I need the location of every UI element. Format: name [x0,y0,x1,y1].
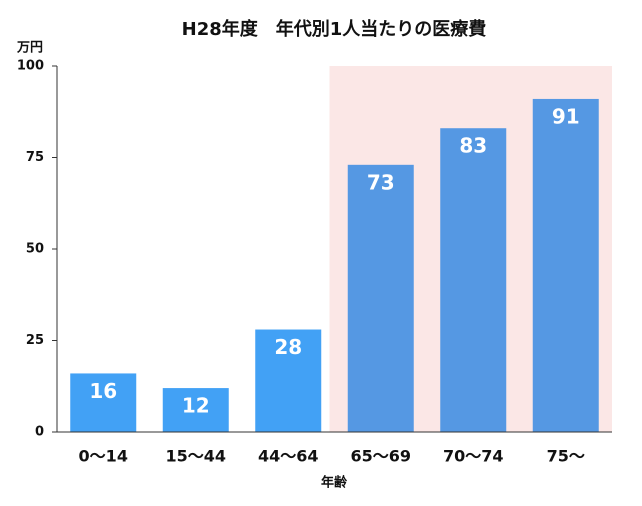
x-tick-label: 70〜74 [443,447,504,466]
bar [532,98,599,432]
value-label: 28 [274,335,302,359]
x-tick-label: 15〜44 [165,447,226,466]
value-label: 91 [552,104,580,128]
value-label: 83 [459,134,487,158]
y-axis-label: 万円 [16,41,43,56]
value-label: 73 [367,170,395,194]
bar [440,128,507,432]
x-tick-label: 65〜69 [350,447,411,466]
x-axis-label: 年齢 [321,475,348,491]
bar [347,164,414,432]
x-tick-label: 75〜 [547,447,585,466]
value-label: 12 [182,394,210,418]
bar [70,373,137,432]
y-tick-label: 0 [35,425,44,440]
y-tick-label: 100 [17,59,44,74]
value-label: 16 [89,379,117,403]
bar [255,329,322,432]
bar [162,388,229,432]
y-tick-label: 75 [26,150,44,165]
x-tick-label: 0〜14 [79,447,128,466]
y-tick-label: 25 [26,333,44,348]
chart-title: H28年度 年代別1人当たりの医療費 [182,18,487,40]
x-tick-label: 44〜64 [258,447,319,466]
y-tick-label: 50 [26,242,44,257]
